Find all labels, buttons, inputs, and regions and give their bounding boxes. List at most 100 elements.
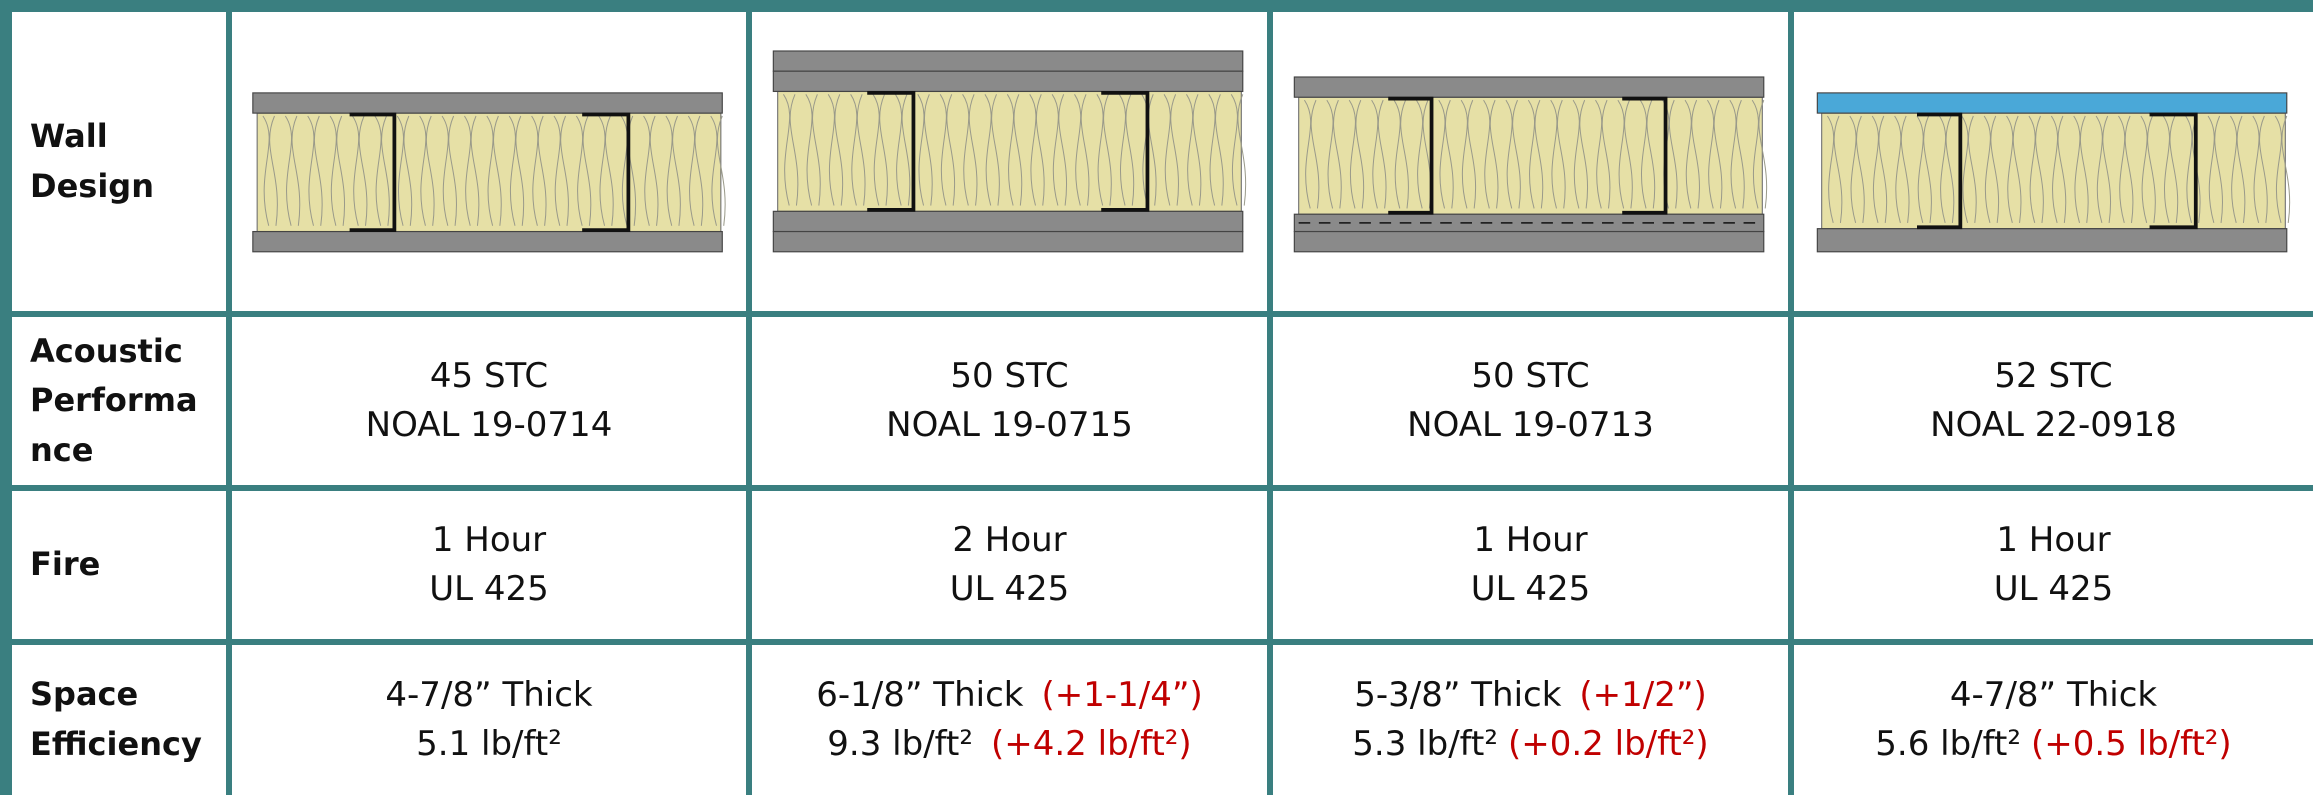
insulation-fiber xyxy=(1849,115,1865,224)
thickness: 6-1/8” Thick xyxy=(816,674,1024,715)
insulation-fiber xyxy=(352,115,368,226)
insulation-fiber xyxy=(1460,99,1477,209)
board xyxy=(1293,230,1765,253)
acoustic-cell: 52 STC NOAL 22-0918 xyxy=(1794,317,2313,485)
thickness-line: 5-3/8” Thick (+1/2”) xyxy=(1354,671,1707,720)
acoustic-cell: 50 STC NOAL 19-0715 xyxy=(752,317,1267,485)
insulation-fiber xyxy=(917,94,933,206)
noal: NOAL 19-0715 xyxy=(886,405,1133,445)
stud xyxy=(2149,112,2198,230)
weight-delta: (+0.2 lb/ft²) xyxy=(1507,724,1709,764)
insulation-fiber xyxy=(1208,94,1224,206)
board xyxy=(1816,228,2288,253)
insulation-fiber xyxy=(1916,115,1932,224)
wall-diagram xyxy=(1273,12,1788,311)
insulation-fiber xyxy=(783,94,799,206)
insulation-fiber xyxy=(939,94,956,206)
stud xyxy=(867,91,916,212)
insulation-fiber xyxy=(2095,115,2111,224)
thickness-line: 6-1/8” Thick (+1-1/4”) xyxy=(816,671,1202,720)
insulation-fiber xyxy=(710,115,726,226)
insulation-fiber xyxy=(827,94,844,206)
insulation-fiber xyxy=(598,115,614,226)
thickness: 4-7/8” Thick xyxy=(1949,674,2158,715)
row-header: Acoustic Performance xyxy=(12,317,226,485)
insulation-fiber xyxy=(2140,115,2156,224)
insulation-fiber xyxy=(284,115,301,226)
insulation-fiber xyxy=(872,94,888,206)
insulation-fiber xyxy=(2006,115,2022,224)
rating: 1 Hour xyxy=(1996,519,2111,560)
stud xyxy=(1101,91,1150,212)
wall-drawing xyxy=(252,92,726,253)
insulation-fiber xyxy=(1639,99,1656,209)
insulation-fiber xyxy=(441,115,457,226)
standard: UL 425 xyxy=(429,569,549,609)
weight: 5.3 lb/ft² xyxy=(1352,724,1498,764)
insulation-fiber xyxy=(1348,99,1365,209)
thickness-line: 4-7/8” Thick xyxy=(385,671,592,720)
insulation-fiber xyxy=(486,115,502,226)
fire-cell: 2 Hour UL 425 xyxy=(752,491,1267,639)
insulation-fiber xyxy=(2274,115,2291,224)
stc: 52 STC xyxy=(1994,355,2113,396)
insulation-fiber xyxy=(307,115,323,226)
thickness: 4-7/8” Thick xyxy=(385,674,593,715)
board xyxy=(772,50,1244,72)
insulation-fiber xyxy=(374,115,390,226)
rating: 1 Hour xyxy=(1473,519,1588,560)
weight-delta: (+0.5 lb/ft²) xyxy=(2030,724,2232,764)
rating: 1 Hour xyxy=(431,519,547,560)
space-cell: 6-1/8” Thick (+1-1/4”) 9.3 lb/ft² (+4.2 lb… xyxy=(752,645,1267,795)
row-header: Wall Design xyxy=(12,12,226,311)
insulation-fiber xyxy=(1118,94,1135,206)
insulation-fiber xyxy=(1938,115,1955,224)
insulation-fiber xyxy=(665,115,681,226)
insulation-fiber xyxy=(643,115,659,226)
insulation-fiber xyxy=(553,115,569,226)
insulation-fiber xyxy=(1961,115,1977,224)
insulation-fiber xyxy=(850,94,866,206)
insulation-fiber xyxy=(1684,99,1700,209)
insulation-fiber xyxy=(1751,99,1768,209)
insulation-fiber xyxy=(396,115,413,226)
insulation-fiber xyxy=(1483,99,1499,209)
stud xyxy=(349,112,397,232)
insulation-fiber xyxy=(2252,115,2268,224)
insulation-fiber xyxy=(2028,115,2044,224)
board xyxy=(252,92,723,114)
space-cell: 5-3/8” Thick (+1/2”) 5.3 lb/ft² (+0.2 lb/f… xyxy=(1273,645,1788,795)
standard: UL 425 xyxy=(1993,569,2114,609)
insulation-fiber xyxy=(984,94,1000,206)
insulation-fiber xyxy=(1983,115,2000,224)
standard: UL 425 xyxy=(949,569,1070,609)
stc: 50 STC xyxy=(1471,355,1590,396)
weight-line: 9.3 lb/ft² (+4.2 lb/ft²) xyxy=(827,720,1191,769)
insulation-fiber xyxy=(1729,99,1745,209)
insulation-fiber xyxy=(1163,94,1179,206)
insulation-fiber xyxy=(2073,115,2089,224)
insulation-fiber xyxy=(2050,115,2067,224)
weight-line: 5.1 lb/ft² xyxy=(416,720,562,769)
insulation-fiber xyxy=(2118,115,2134,224)
weight: 5.6 lb/ft² xyxy=(1875,724,2021,764)
insulation-fiber xyxy=(1326,99,1342,209)
space-cell: 4-7/8” Thick 5.1 lb/ft² xyxy=(232,645,746,795)
weight-line: 5.3 lb/ft² (+0.2 lb/ft²) xyxy=(1352,720,1708,769)
weight: 9.3 lb/ft² xyxy=(827,724,973,764)
fire-cell: 1 Hour UL 425 xyxy=(1794,491,2313,639)
weight-line: 5.6 lb/ft² (+0.5 lb/ft²) xyxy=(1875,720,2231,769)
board xyxy=(772,210,1244,233)
insulation-fiber xyxy=(1006,94,1023,206)
wall-diagram xyxy=(752,12,1267,311)
stud xyxy=(1388,96,1434,215)
insulation-fiber xyxy=(1527,99,1544,209)
thickness: 5-3/8” Thick xyxy=(1354,674,1562,715)
standard: UL 425 xyxy=(1470,569,1591,609)
insulation-fiber xyxy=(2162,115,2179,224)
board xyxy=(1816,92,2288,114)
insulation-fiber xyxy=(1505,99,1521,209)
insulation-fiber xyxy=(1827,115,1843,224)
board xyxy=(252,230,723,253)
